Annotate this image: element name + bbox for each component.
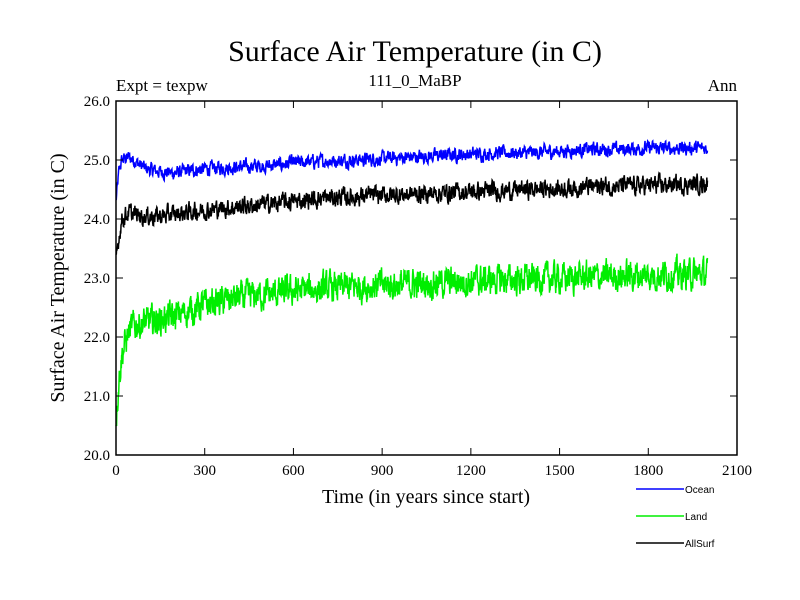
legend-label-ocean: Ocean [685, 485, 714, 496]
series-layer [115, 139, 709, 427]
x-tick-label: 1200 [456, 463, 486, 479]
x-tick-label: 0 [112, 463, 120, 479]
x-tick-label: 1800 [633, 463, 663, 479]
legend-label-allsurf: AllSurf [685, 539, 715, 550]
y-tick-label: 23.0 [84, 271, 110, 287]
series-line-land [115, 253, 709, 427]
y-tick-label: 22.0 [84, 330, 110, 346]
y-tick-label: 25.0 [84, 153, 110, 169]
x-tick-label: 900 [371, 463, 394, 479]
x-tick-label: 1500 [545, 463, 575, 479]
y-axis-label: Surface Air Temperature (in C) [47, 153, 69, 402]
chart-title: Surface Air Temperature (in C) [228, 35, 602, 68]
legend: Ocean Land AllSurf [636, 485, 715, 550]
chart-subtitle: 111_0_MaBP [368, 71, 461, 90]
x-tick-label: 300 [193, 463, 216, 479]
legend-label-land: Land [685, 512, 707, 523]
x-axis-label: Time (in years since start) [322, 486, 530, 508]
season-label: Ann [708, 76, 738, 95]
axes-layer: 0 300 600 900 1200 1500 1800 2100 20.0 21.0 22.0 23… [84, 94, 752, 479]
y-tick-label: 20.0 [84, 448, 110, 464]
series-line-allsurf [115, 171, 709, 255]
experiment-label: Expt = texpw [116, 76, 208, 95]
y-tick-label: 26.0 [84, 94, 110, 110]
series-line-ocean [115, 139, 709, 201]
y-tick-label: 24.0 [84, 212, 110, 228]
y-tick-label: 21.0 [84, 389, 110, 405]
x-tick-label: 600 [282, 463, 305, 479]
x-tick-label: 2100 [722, 463, 752, 479]
